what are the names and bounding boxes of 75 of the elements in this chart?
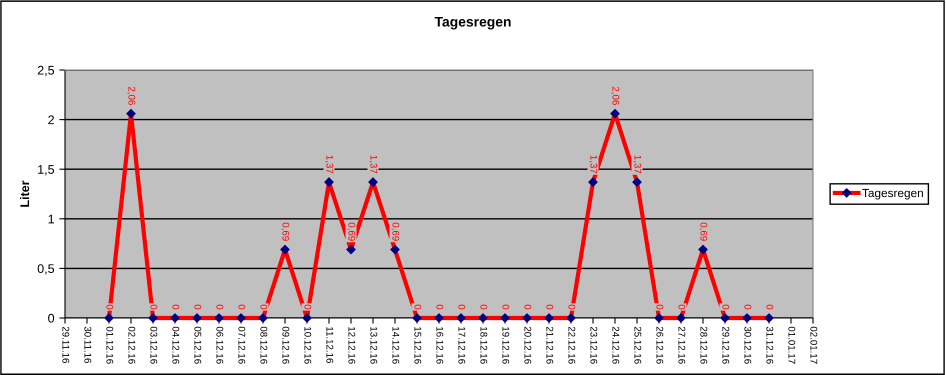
- x-tick-label: 30.12.16: [744, 326, 752, 364]
- x-tick-label: 14.12.16: [392, 327, 400, 364]
- x-tick-label: 08.12.16: [260, 326, 268, 364]
- x-tick-label: 17.12.16: [458, 327, 466, 364]
- y-tick-label: 2,5: [38, 66, 54, 76]
- chart-title: Tagesregen: [434, 16, 511, 30]
- data-label: 2,06: [611, 86, 620, 105]
- legend-label: Tagesregen: [862, 188, 923, 200]
- data-label: 0: [722, 304, 730, 310]
- x-tick-label: 29.12.16: [722, 326, 730, 364]
- x-tick-label: 15.12.16: [414, 327, 422, 364]
- x-tick-label: 29.11.16: [62, 326, 70, 364]
- data-label: 0,69: [699, 222, 708, 241]
- x-tick-label: 13.12.16: [370, 327, 378, 364]
- x-tick-label: 09.12.16: [282, 326, 290, 364]
- data-label: 1,37: [369, 156, 378, 174]
- x-tick-label: 11.12.16: [326, 327, 334, 364]
- x-tick-label: 25.12.16: [634, 326, 642, 364]
- data-label: 1,37: [633, 156, 642, 174]
- data-label: 0: [744, 304, 752, 310]
- x-tick-label: 03.12.16: [150, 326, 158, 364]
- data-label: 0,69: [391, 222, 400, 241]
- data-label: 0: [766, 304, 774, 310]
- data-label: 0: [546, 304, 554, 310]
- data-label: 0,69: [281, 222, 290, 241]
- data-label: 0: [524, 304, 532, 310]
- data-label: 1,37: [325, 156, 334, 174]
- data-label: 0: [458, 304, 466, 310]
- x-tick-label: 01.01.17: [788, 326, 796, 364]
- x-tick-label: 10.12.16: [304, 327, 312, 364]
- data-label: 0: [414, 304, 422, 310]
- x-tick-label: 12.12.16: [348, 327, 356, 364]
- data-label: 0: [436, 304, 444, 310]
- data-label: 0: [150, 304, 158, 310]
- data-label: 0: [260, 304, 268, 310]
- x-tick-label: 02.01.17: [810, 326, 818, 364]
- data-label: 0: [238, 304, 246, 310]
- x-tick-label: 07.12.16: [238, 326, 246, 364]
- x-tick-label: 20.12.16: [524, 326, 532, 364]
- x-tick-label: 26.12.16: [656, 326, 664, 364]
- data-label: 0: [480, 304, 488, 310]
- data-label: 0: [568, 304, 576, 310]
- x-tick-label: 27.12.16: [678, 326, 686, 364]
- x-tick-label: 02.12.16: [128, 326, 136, 364]
- data-label: 0: [172, 304, 180, 310]
- data-label: 0: [656, 304, 664, 310]
- x-tick-label: 16.12.16: [436, 327, 444, 364]
- y-tick-label: 0: [48, 314, 54, 323]
- y-tick-label: 2: [48, 115, 54, 124]
- x-tick-label: 05.12.16: [194, 326, 202, 364]
- x-tick-label: 24.12.16: [612, 326, 620, 364]
- data-label: 0: [216, 304, 224, 310]
- x-tick-label: 19.12.16: [502, 327, 510, 364]
- data-label: 1,37: [589, 156, 598, 174]
- data-label: 0: [678, 304, 686, 310]
- y-axis-title: Liter: [20, 180, 30, 207]
- data-label: 0: [304, 304, 312, 310]
- y-tick-label: 0,5: [38, 264, 54, 275]
- x-tick-label: 31.12.16: [766, 326, 774, 364]
- data-label: 0: [502, 304, 510, 310]
- x-tick-label: 23.12.16: [590, 326, 598, 364]
- x-tick-label: 28.12.16: [700, 326, 708, 364]
- y-tick-label: 1: [48, 214, 54, 224]
- x-tick-label: 18.12.16: [480, 327, 488, 364]
- data-label: 0,69: [347, 222, 356, 241]
- y-tick-label: 1,5: [38, 165, 54, 176]
- x-tick-label: 21.12.16: [546, 326, 554, 364]
- data-label: 0: [194, 304, 202, 310]
- x-tick-label: 04.12.16: [172, 326, 180, 364]
- x-tick-label: 30.11.16: [84, 326, 92, 364]
- data-label: 2,06: [127, 86, 136, 105]
- x-tick-label: 01.12.16: [106, 326, 114, 364]
- x-tick-label: 06.12.16: [216, 326, 224, 364]
- data-label: 0: [106, 304, 114, 310]
- x-tick-label: 22.12.16: [568, 326, 576, 364]
